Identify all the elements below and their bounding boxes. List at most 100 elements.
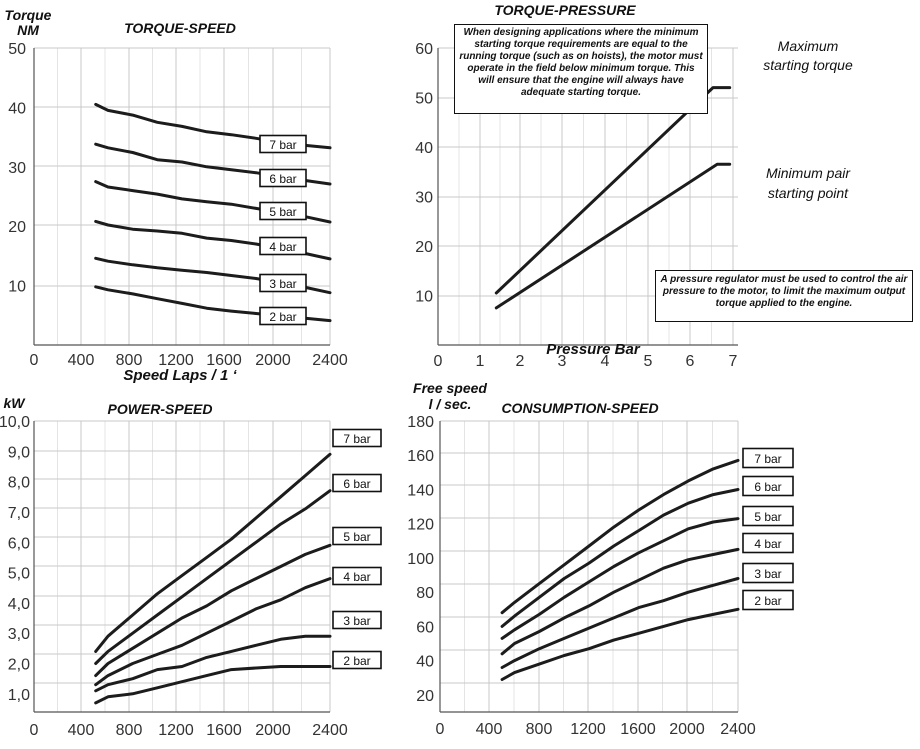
series-label: 7 bar bbox=[269, 138, 296, 152]
x-tick-label: 800 bbox=[526, 721, 553, 738]
y-tick-label: 20 bbox=[415, 239, 433, 256]
series-label: 2 bar bbox=[754, 594, 781, 608]
series-line-4-bar bbox=[96, 579, 330, 685]
x-tick-label: 1200 bbox=[570, 721, 606, 738]
y-tick-label: 60 bbox=[415, 41, 433, 58]
chart-title: POWER-SPEED bbox=[107, 401, 212, 417]
x-tick-label: 1 bbox=[476, 353, 485, 370]
y-tick-label: 20 bbox=[8, 219, 26, 236]
x-axis-label: Speed Laps / 1 ‘ bbox=[123, 367, 237, 384]
y-tick-label: 4,0 bbox=[8, 596, 30, 613]
x-tick-label: 5 bbox=[644, 353, 653, 370]
x-tick-label: 2 bbox=[516, 353, 525, 370]
y-tick-label: 30 bbox=[8, 160, 26, 177]
x-tick-label: 0 bbox=[30, 352, 39, 369]
max-torque-label: starting torque bbox=[763, 57, 853, 73]
y-tick-label: 80 bbox=[416, 585, 434, 602]
x-tick-label: 2000 bbox=[255, 352, 291, 369]
y-tick-label: 5,0 bbox=[8, 566, 30, 583]
y-tick-label: 120 bbox=[407, 517, 434, 534]
series-line-3-bar bbox=[502, 579, 738, 668]
series-line-7-bar bbox=[96, 454, 330, 651]
y-axis-label: Free speed bbox=[413, 380, 487, 396]
y-tick-label: 60 bbox=[416, 619, 434, 636]
y-tick-label: 8,0 bbox=[8, 475, 30, 492]
series-label: 3 bar bbox=[343, 614, 370, 628]
x-tick-label: 2000 bbox=[255, 722, 291, 739]
x-tick-label: 0 bbox=[30, 722, 39, 739]
chart-title: TORQUE-SPEED bbox=[124, 20, 236, 36]
x-tick-label: 1200 bbox=[158, 722, 194, 739]
y-tick-label: 20 bbox=[416, 688, 434, 705]
max-torque-label: Maximum bbox=[778, 38, 839, 54]
series-label: 4 bar bbox=[343, 570, 370, 584]
y-tick-label: 9,0 bbox=[8, 444, 30, 461]
min-point-label: Minimum pair bbox=[766, 165, 851, 181]
series-label: 4 bar bbox=[269, 240, 296, 254]
series-label: 5 bar bbox=[343, 530, 370, 544]
y-tick-label: 1,0 bbox=[8, 687, 30, 704]
y-axis-unit: NM bbox=[17, 22, 39, 38]
series-label: 7 bar bbox=[343, 432, 370, 446]
series-line-maximum-starting-torque bbox=[496, 88, 729, 293]
x-tick-label: 2000 bbox=[669, 721, 705, 738]
x-tick-label: 1600 bbox=[620, 721, 656, 738]
y-tick-label: 2,0 bbox=[8, 657, 30, 674]
y-tick-label: 10 bbox=[415, 289, 433, 306]
x-tick-label: 2400 bbox=[312, 722, 348, 739]
y-axis-unit: l / sec. bbox=[429, 396, 472, 412]
series-label: 6 bar bbox=[754, 480, 781, 494]
y-tick-label: 40 bbox=[416, 654, 434, 671]
y-tick-label: 40 bbox=[8, 100, 26, 117]
series-label: 4 bar bbox=[754, 537, 781, 551]
series-label: 5 bar bbox=[754, 510, 781, 524]
chart-4: 0 400 800 1200 1600 2000 2400 CONSUMPTION-SPEED… bbox=[407, 380, 793, 738]
y-tick-label: 40 bbox=[415, 140, 433, 157]
x-tick-label: 2400 bbox=[312, 352, 348, 369]
y-tick-label: 50 bbox=[8, 41, 26, 58]
series-line-5-bar bbox=[502, 519, 738, 639]
series-line-2-bar bbox=[96, 667, 330, 703]
min-point-label: starting point bbox=[768, 185, 849, 201]
series-label: 7 bar bbox=[754, 452, 781, 466]
y-axis-label: kW bbox=[4, 395, 27, 411]
series-label: 3 bar bbox=[269, 277, 296, 291]
x-tick-label: 1600 bbox=[206, 722, 242, 739]
x-tick-label: 6 bbox=[686, 353, 695, 370]
x-axis-label: Pressure Bar bbox=[546, 341, 641, 358]
y-tick-label: 30 bbox=[415, 190, 433, 207]
y-tick-label: 160 bbox=[407, 448, 434, 465]
y-tick-label: 100 bbox=[407, 551, 434, 568]
series-label: 2 bar bbox=[269, 310, 296, 324]
series-line-2-bar bbox=[502, 609, 738, 679]
series-label: 3 bar bbox=[754, 567, 781, 581]
chart-title: CONSUMPTION-SPEED bbox=[501, 400, 658, 416]
series-label: 6 bar bbox=[343, 477, 370, 491]
y-tick-label: 10 bbox=[8, 279, 26, 296]
x-tick-label: 400 bbox=[476, 721, 503, 738]
series-label: 5 bar bbox=[269, 205, 296, 219]
y-tick-label: 10,0 bbox=[0, 414, 30, 431]
x-tick-label: 0 bbox=[436, 721, 445, 738]
chart-3: 0 400 800 1200 1600 2000 2400 POWER-SPEED kW 7 ba… bbox=[0, 395, 381, 739]
y-tick-label: 7,0 bbox=[8, 505, 30, 522]
y-tick-label: 140 bbox=[407, 482, 434, 499]
y-axis-label: Torque bbox=[5, 7, 52, 23]
chart-title: TORQUE-PRESSURE bbox=[494, 2, 636, 18]
y-tick-label: 3,0 bbox=[8, 626, 30, 643]
x-tick-label: 400 bbox=[68, 722, 95, 739]
x-tick-label: 2400 bbox=[720, 721, 756, 738]
x-tick-label: 7 bbox=[729, 353, 738, 370]
torque-pressure-bottom-note: A pressure regulator must be used to con… bbox=[655, 270, 913, 322]
x-tick-label: 400 bbox=[68, 352, 95, 369]
x-tick-label: 800 bbox=[116, 722, 143, 739]
torque-pressure-top-note: When designing applications where the mi… bbox=[454, 24, 708, 114]
series-label: 6 bar bbox=[269, 172, 296, 186]
y-tick-label: 50 bbox=[415, 91, 433, 108]
y-tick-label: 180 bbox=[407, 414, 434, 431]
y-tick-label: 6,0 bbox=[8, 535, 30, 552]
x-tick-label: 0 bbox=[434, 353, 443, 370]
series-label: 2 bar bbox=[343, 654, 370, 668]
